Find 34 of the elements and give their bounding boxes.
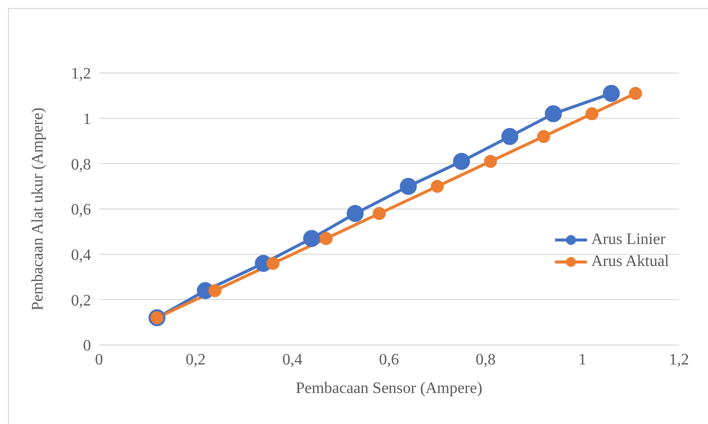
point [501, 128, 518, 145]
point [430, 180, 444, 193]
point [320, 232, 333, 245]
x-tick-label: 1,2 [669, 351, 689, 368]
point [484, 154, 497, 168]
point [544, 105, 562, 122]
point [266, 256, 280, 270]
x-axis-title: Pembacaan Sensor (Ampere) [296, 380, 482, 397]
point [453, 152, 470, 170]
y-tick-label: 1 [83, 111, 91, 128]
y-tick-label: 0,2 [71, 292, 91, 310]
x-tick-label: 0 [95, 351, 103, 368]
x-tick-label: 0,4 [282, 351, 302, 368]
point [346, 205, 364, 222]
legend-label: Arus Linier [591, 231, 666, 249]
y-tick-label: 0,4 [71, 247, 91, 264]
point [208, 284, 222, 298]
y-tick-label: 1,2 [71, 66, 91, 83]
point [586, 107, 598, 120]
x-tick-label: 0,8 [476, 351, 496, 368]
point [372, 207, 386, 220]
y-axis-title: Pembacaan Alat ukur (Ampere) [30, 107, 47, 311]
x-tick-label: 0,6 [379, 351, 399, 368]
point [400, 178, 417, 195]
point [602, 84, 620, 102]
y-tick-label: 0,8 [71, 156, 91, 174]
point [537, 130, 550, 143]
y-tick-label: 0,6 [71, 202, 91, 219]
point [303, 230, 320, 247]
point [629, 86, 642, 100]
y-tick-label: 0 [83, 338, 91, 355]
legend-label: Arus Aktual [591, 253, 669, 271]
x-tick-label: 1 [578, 351, 586, 368]
x-tick-label: 0,2 [186, 351, 206, 368]
